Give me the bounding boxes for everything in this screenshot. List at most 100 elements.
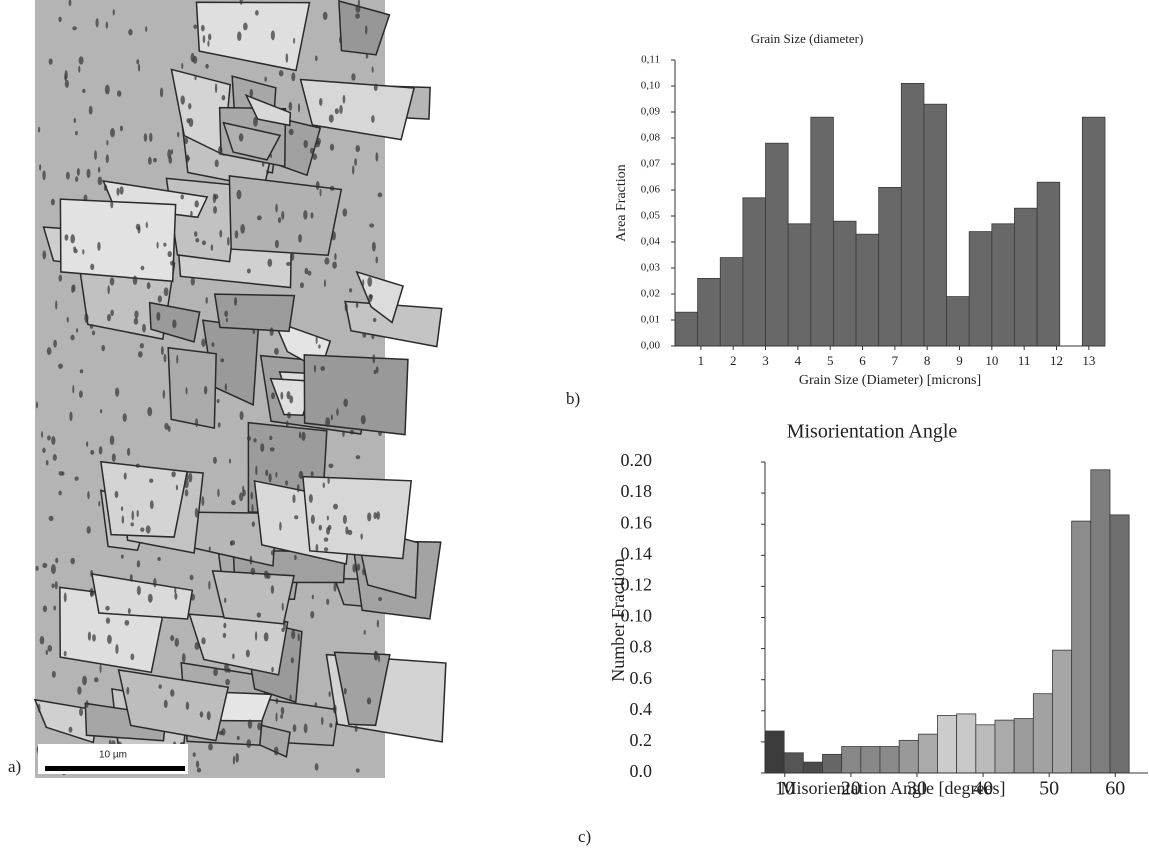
- precipitate: [224, 597, 227, 603]
- precipitate: [285, 480, 288, 486]
- precipitate: [192, 752, 196, 757]
- precipitate: [201, 240, 206, 246]
- bar: [1014, 207, 1038, 347]
- x-tick-label: 2: [730, 353, 737, 368]
- precipitate: [180, 95, 185, 105]
- precipitate: [270, 30, 275, 41]
- precipitate: [269, 153, 272, 159]
- precipitate: [55, 557, 59, 564]
- precipitate: [271, 392, 275, 400]
- y-tick-label: 0,00: [641, 340, 661, 352]
- precipitate: [86, 168, 91, 179]
- precipitate: [185, 387, 188, 395]
- precipitate: [261, 162, 265, 167]
- precipitate: [372, 317, 377, 323]
- precipitate: [119, 186, 124, 195]
- precipitate: [354, 725, 358, 732]
- precipitate: [208, 580, 211, 590]
- precipitate: [319, 188, 322, 197]
- precipitate: [82, 675, 87, 686]
- precipitate: [362, 332, 367, 338]
- precipitate: [68, 726, 73, 733]
- precipitate: [186, 154, 190, 163]
- precipitate: [82, 88, 86, 93]
- y-tick-label: 0.4: [630, 699, 653, 719]
- precipitate: [70, 557, 75, 565]
- precipitate: [355, 455, 361, 460]
- precipitate: [275, 203, 278, 213]
- precipitate: [375, 256, 378, 264]
- precipitate: [157, 556, 161, 562]
- micrograph: [33, 0, 447, 778]
- precipitate: [239, 492, 244, 502]
- x-tick-label: 13: [1082, 353, 1095, 368]
- precipitate: [114, 387, 120, 397]
- precipitate: [329, 185, 335, 191]
- precipitate: [64, 234, 69, 241]
- precipitate: [343, 398, 348, 407]
- bar: [900, 83, 925, 347]
- precipitate: [97, 176, 103, 186]
- bar: [1071, 520, 1092, 774]
- precipitate: [79, 707, 84, 717]
- precipitate: [345, 526, 349, 535]
- precipitate: [254, 631, 258, 641]
- precipitate: [78, 390, 83, 398]
- precipitate: [156, 311, 161, 321]
- precipitate: [91, 330, 96, 336]
- x-tick-label: 12: [1050, 353, 1063, 368]
- precipitate: [184, 478, 189, 489]
- precipitate: [290, 657, 294, 664]
- precipitate: [299, 282, 304, 289]
- precipitate: [90, 591, 95, 596]
- precipitate: [201, 496, 205, 507]
- precipitate: [201, 338, 206, 348]
- precipitate: [224, 383, 228, 391]
- precipitate: [135, 223, 141, 230]
- y-tick-label: 0,04: [641, 236, 661, 248]
- precipitate: [371, 66, 374, 73]
- precipitate: [273, 746, 279, 756]
- precipitate: [256, 612, 262, 618]
- precipitate: [322, 482, 325, 488]
- precipitate: [42, 170, 46, 181]
- y-tick-label: 0,08: [641, 132, 661, 144]
- y-axis-label: Area Fraction: [614, 164, 629, 241]
- precipitate: [87, 631, 92, 641]
- precipitate: [227, 236, 230, 246]
- precipitate: [211, 342, 215, 347]
- precipitate: [103, 184, 108, 192]
- precipitate: [171, 149, 174, 155]
- bar: [994, 719, 1015, 774]
- precipitate: [70, 234, 75, 244]
- precipitate: [139, 342, 144, 349]
- precipitate: [239, 410, 244, 420]
- precipitate: [90, 569, 94, 577]
- precipitate: [249, 555, 253, 565]
- precipitate: [97, 166, 101, 173]
- precipitate: [351, 73, 356, 81]
- precipitate: [355, 4, 361, 13]
- precipitate: [146, 282, 151, 290]
- precipitate: [331, 231, 336, 241]
- precipitate: [51, 583, 55, 589]
- precipitate: [77, 686, 82, 695]
- precipitate: [290, 252, 295, 261]
- precipitate: [318, 524, 322, 531]
- grain: [167, 346, 217, 430]
- precipitate: [51, 670, 56, 678]
- precipitate: [242, 22, 248, 31]
- precipitate: [42, 447, 46, 454]
- precipitate: [46, 347, 52, 355]
- precipitate: [48, 58, 53, 65]
- precipitate: [268, 473, 272, 483]
- precipitate: [98, 446, 103, 455]
- precipitate: [140, 265, 145, 271]
- precipitate: [298, 431, 301, 439]
- precipitate: [82, 249, 85, 255]
- precipitate: [76, 167, 80, 176]
- precipitate: [246, 739, 252, 749]
- precipitate: [250, 491, 254, 500]
- precipitate: [297, 103, 301, 113]
- grain: [228, 175, 343, 257]
